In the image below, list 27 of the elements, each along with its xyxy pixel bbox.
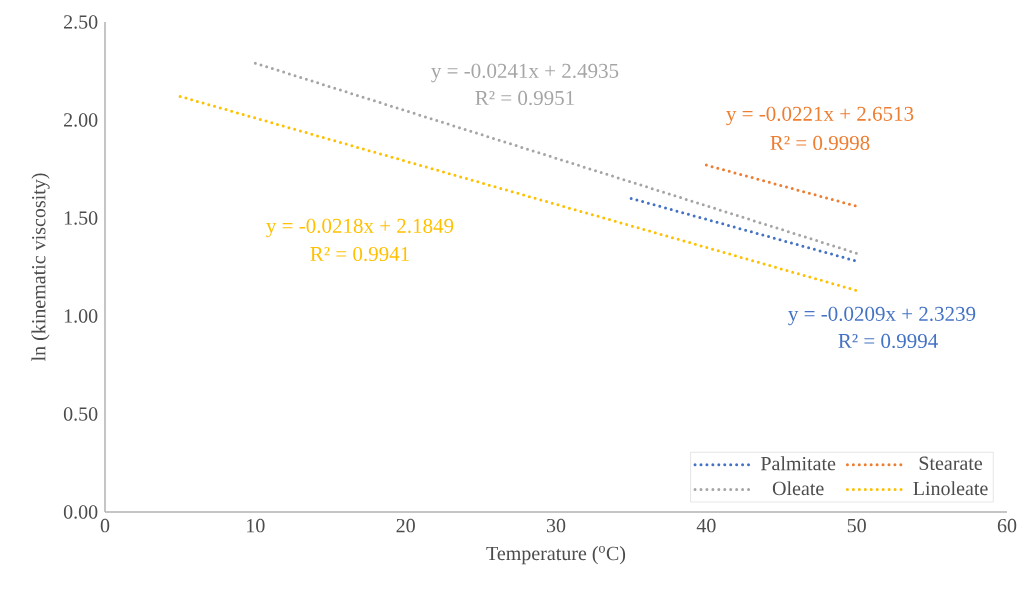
annotation: R² = 0.9994	[838, 333, 938, 349]
y-tick-label: 0.50	[63, 407, 98, 421]
legend-label: Palmitate	[760, 456, 836, 471]
y-tick-label: 0.00	[63, 505, 98, 519]
annotation: R² = 0.9951	[475, 90, 574, 106]
annotation: R² = 0.9998	[770, 135, 870, 151]
legend-label: Oleate	[772, 481, 824, 496]
annotation: y = -0.0218x + 2.1849	[266, 218, 454, 238]
x-axis-title: Temperature ($^{o}$C)	[486, 545, 626, 565]
x-tick-label: 10	[247, 518, 265, 533]
y-tick-label: 2.50	[64, 15, 98, 29]
y-tick-label: 1.00	[64, 309, 98, 323]
legend-label: Stearate	[919, 456, 983, 471]
y-tick-label: 1.50	[64, 211, 98, 225]
x-tick-label: 60	[997, 518, 1017, 533]
annotation: y = -0.0221x + 2.6513	[726, 106, 914, 126]
x-tick-label: 40	[696, 518, 716, 533]
annotation: y = -0.0209x + 2.3239	[788, 306, 976, 326]
y-tick-label: 2.00	[64, 113, 98, 127]
x-tick-label: 0	[100, 518, 110, 533]
annotation: R² = 0.9941	[310, 246, 409, 262]
annotation: y = -0.0241x + 2.4935	[431, 63, 619, 83]
legend-label: Linoleate	[913, 481, 988, 496]
x-tick-label: 50	[847, 518, 866, 533]
y-axis-title: ln (kinematic viscosity)	[31, 173, 50, 362]
x-tick-label: 30	[546, 518, 566, 533]
x-tick-label: 20	[396, 518, 415, 533]
